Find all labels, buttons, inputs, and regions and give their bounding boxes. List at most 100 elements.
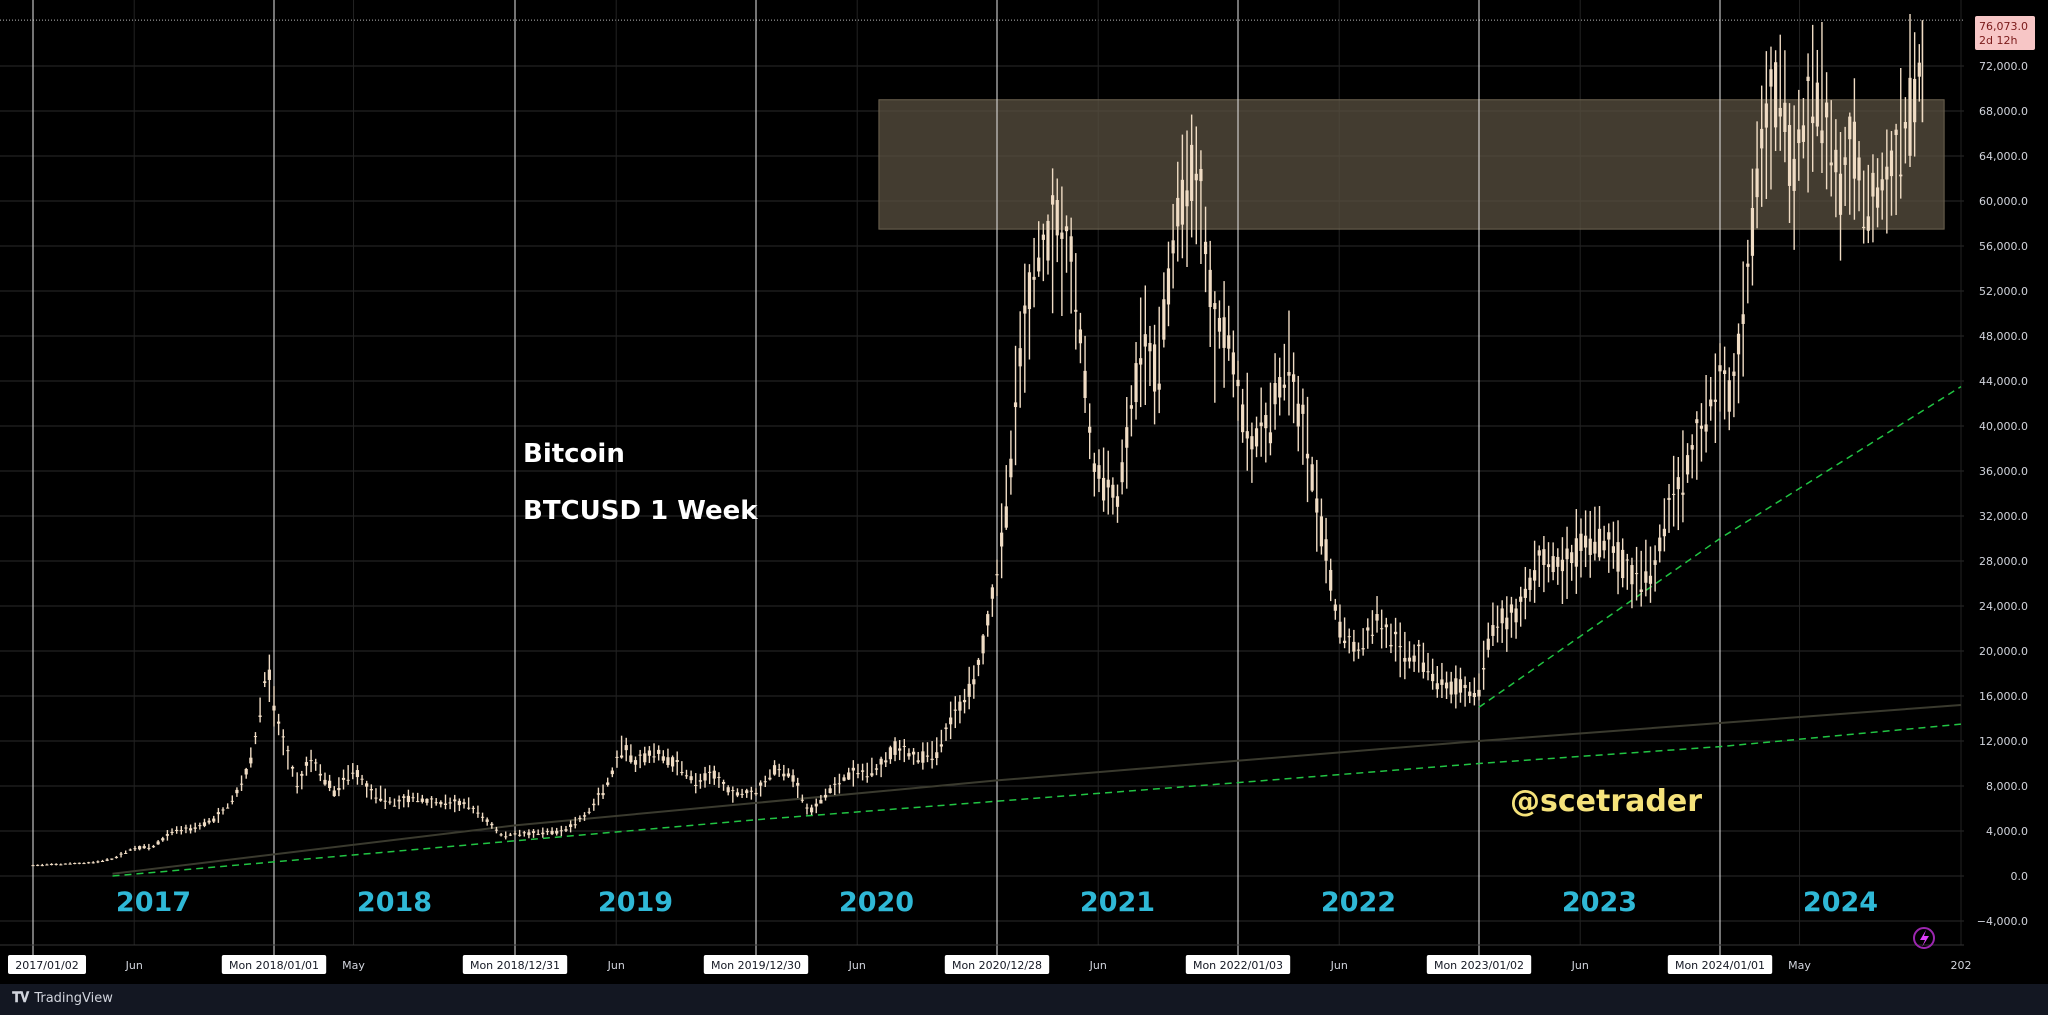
candle-body xyxy=(1866,216,1870,231)
candle-body xyxy=(893,741,897,755)
btcusd-weekly-chart[interactable]: 2017 2018 2019 2020 2021 2022 2023 2024 −4,000.… xyxy=(0,0,2048,984)
candle-body xyxy=(332,790,336,797)
footer-bar: 𝐓𝐕 TradingView xyxy=(0,984,2048,1015)
candle-body xyxy=(151,846,156,848)
candle-body xyxy=(1676,477,1680,490)
candle-body xyxy=(694,784,698,786)
year-annotations: 2017 2018 2019 2020 2021 2022 2023 2024 xyxy=(116,887,1878,918)
candle-body xyxy=(1815,82,1819,127)
candle-body xyxy=(1792,158,1796,191)
candle-body xyxy=(1407,657,1412,662)
y-tick-label: 72,000.0 xyxy=(1979,60,2028,73)
time-axis[interactable]: 2017/01/02 Jun Mon 2018/01/01 May Mon 2018/1… xyxy=(0,944,1972,974)
candle-body xyxy=(1690,445,1694,450)
candle-body xyxy=(1528,577,1532,590)
candle-body xyxy=(629,755,633,763)
candle-body xyxy=(1829,162,1833,166)
candle-body xyxy=(1213,303,1217,310)
candle-body xyxy=(360,778,364,780)
candle-body xyxy=(1774,62,1778,128)
candle-body xyxy=(1519,596,1523,602)
time-tick-label: Jun xyxy=(1330,959,1348,972)
candle-body xyxy=(1148,342,1152,352)
candle-body xyxy=(318,773,322,776)
candle-body xyxy=(1273,383,1277,405)
candle-body xyxy=(114,856,119,858)
price-axis[interactable]: −4,000.0 0.0 4,000.0 8,000.0 12,000.0 16,000.… xyxy=(1977,60,2028,928)
trendline xyxy=(1478,385,1962,708)
candle-body xyxy=(1672,493,1676,495)
time-tick-label: 2017/01/02 xyxy=(15,959,78,972)
candle-body xyxy=(1736,333,1741,355)
candle-body xyxy=(1157,383,1161,390)
candle-body xyxy=(819,799,823,804)
y-tick-label: 64,000.0 xyxy=(1979,150,2028,163)
candle-body xyxy=(170,831,174,833)
candle-body xyxy=(383,800,387,802)
candle-body xyxy=(59,864,63,866)
candle-body xyxy=(1319,516,1324,547)
candle-body xyxy=(184,827,188,829)
y-tick-label: 20,000.0 xyxy=(1979,645,2028,658)
candle-body xyxy=(471,807,475,809)
candle-body xyxy=(791,775,795,782)
y-tick-label: 8,000.0 xyxy=(1986,780,2028,793)
time-label-box xyxy=(703,955,809,974)
candle-body xyxy=(1560,559,1565,572)
candle-body xyxy=(45,864,49,866)
candle-body xyxy=(1546,564,1551,568)
candle-body xyxy=(230,800,234,802)
candle-body xyxy=(494,829,499,831)
candle-body xyxy=(1278,377,1282,398)
candle-body xyxy=(1653,560,1657,565)
candle-body xyxy=(480,816,485,818)
candle-body xyxy=(643,753,647,763)
candle-body xyxy=(1597,528,1602,558)
candle-body xyxy=(355,770,360,778)
candle-body xyxy=(1658,537,1662,552)
candle-body xyxy=(235,789,239,794)
y-tick-label: 32,000.0 xyxy=(1979,510,2028,523)
candle-body xyxy=(281,736,285,738)
candle-body xyxy=(1421,662,1425,672)
tradingview-brand[interactable]: 𝐓𝐕 TradingView xyxy=(12,990,113,1006)
y-tick-label: 24,000.0 xyxy=(1979,600,2028,613)
candle-body xyxy=(105,859,109,861)
year-annotation: 2021 xyxy=(1080,887,1155,918)
candle-body xyxy=(1533,570,1537,581)
candle-body xyxy=(814,803,818,807)
candle-body xyxy=(1824,102,1829,118)
time-tick-label: Mon 2022/01/03 xyxy=(1193,959,1283,972)
candle-body xyxy=(457,800,461,806)
candle-body xyxy=(972,679,976,685)
candle-body xyxy=(193,827,197,829)
candle-body xyxy=(300,773,304,776)
candle-body xyxy=(1217,317,1222,332)
candle-body xyxy=(1231,352,1235,375)
candle-body xyxy=(110,858,114,860)
candle-body xyxy=(573,824,577,826)
candle-body xyxy=(82,863,86,865)
candle-body xyxy=(703,773,707,781)
candle-body xyxy=(1482,668,1486,670)
candle-body xyxy=(68,863,72,865)
candle-body xyxy=(531,831,536,833)
candle-body xyxy=(499,834,503,836)
candle-body xyxy=(1027,272,1032,310)
candle-body xyxy=(865,776,869,778)
candle-body xyxy=(615,756,619,758)
last-price-badge: 76,073.0 2d 12h xyxy=(1975,16,2035,50)
candle-body xyxy=(420,798,424,802)
flash-icon[interactable] xyxy=(1913,927,1935,949)
candle-body xyxy=(874,768,879,770)
candle-body xyxy=(434,802,438,804)
candle-body xyxy=(1723,370,1727,375)
candle-body xyxy=(898,748,902,751)
candle-body xyxy=(337,787,341,791)
candle-body xyxy=(712,770,716,779)
candle-body xyxy=(1755,168,1759,198)
candle-body xyxy=(1797,129,1801,144)
candle-body xyxy=(1208,269,1212,308)
candle-body xyxy=(1625,559,1629,561)
candle-body xyxy=(1514,608,1518,623)
